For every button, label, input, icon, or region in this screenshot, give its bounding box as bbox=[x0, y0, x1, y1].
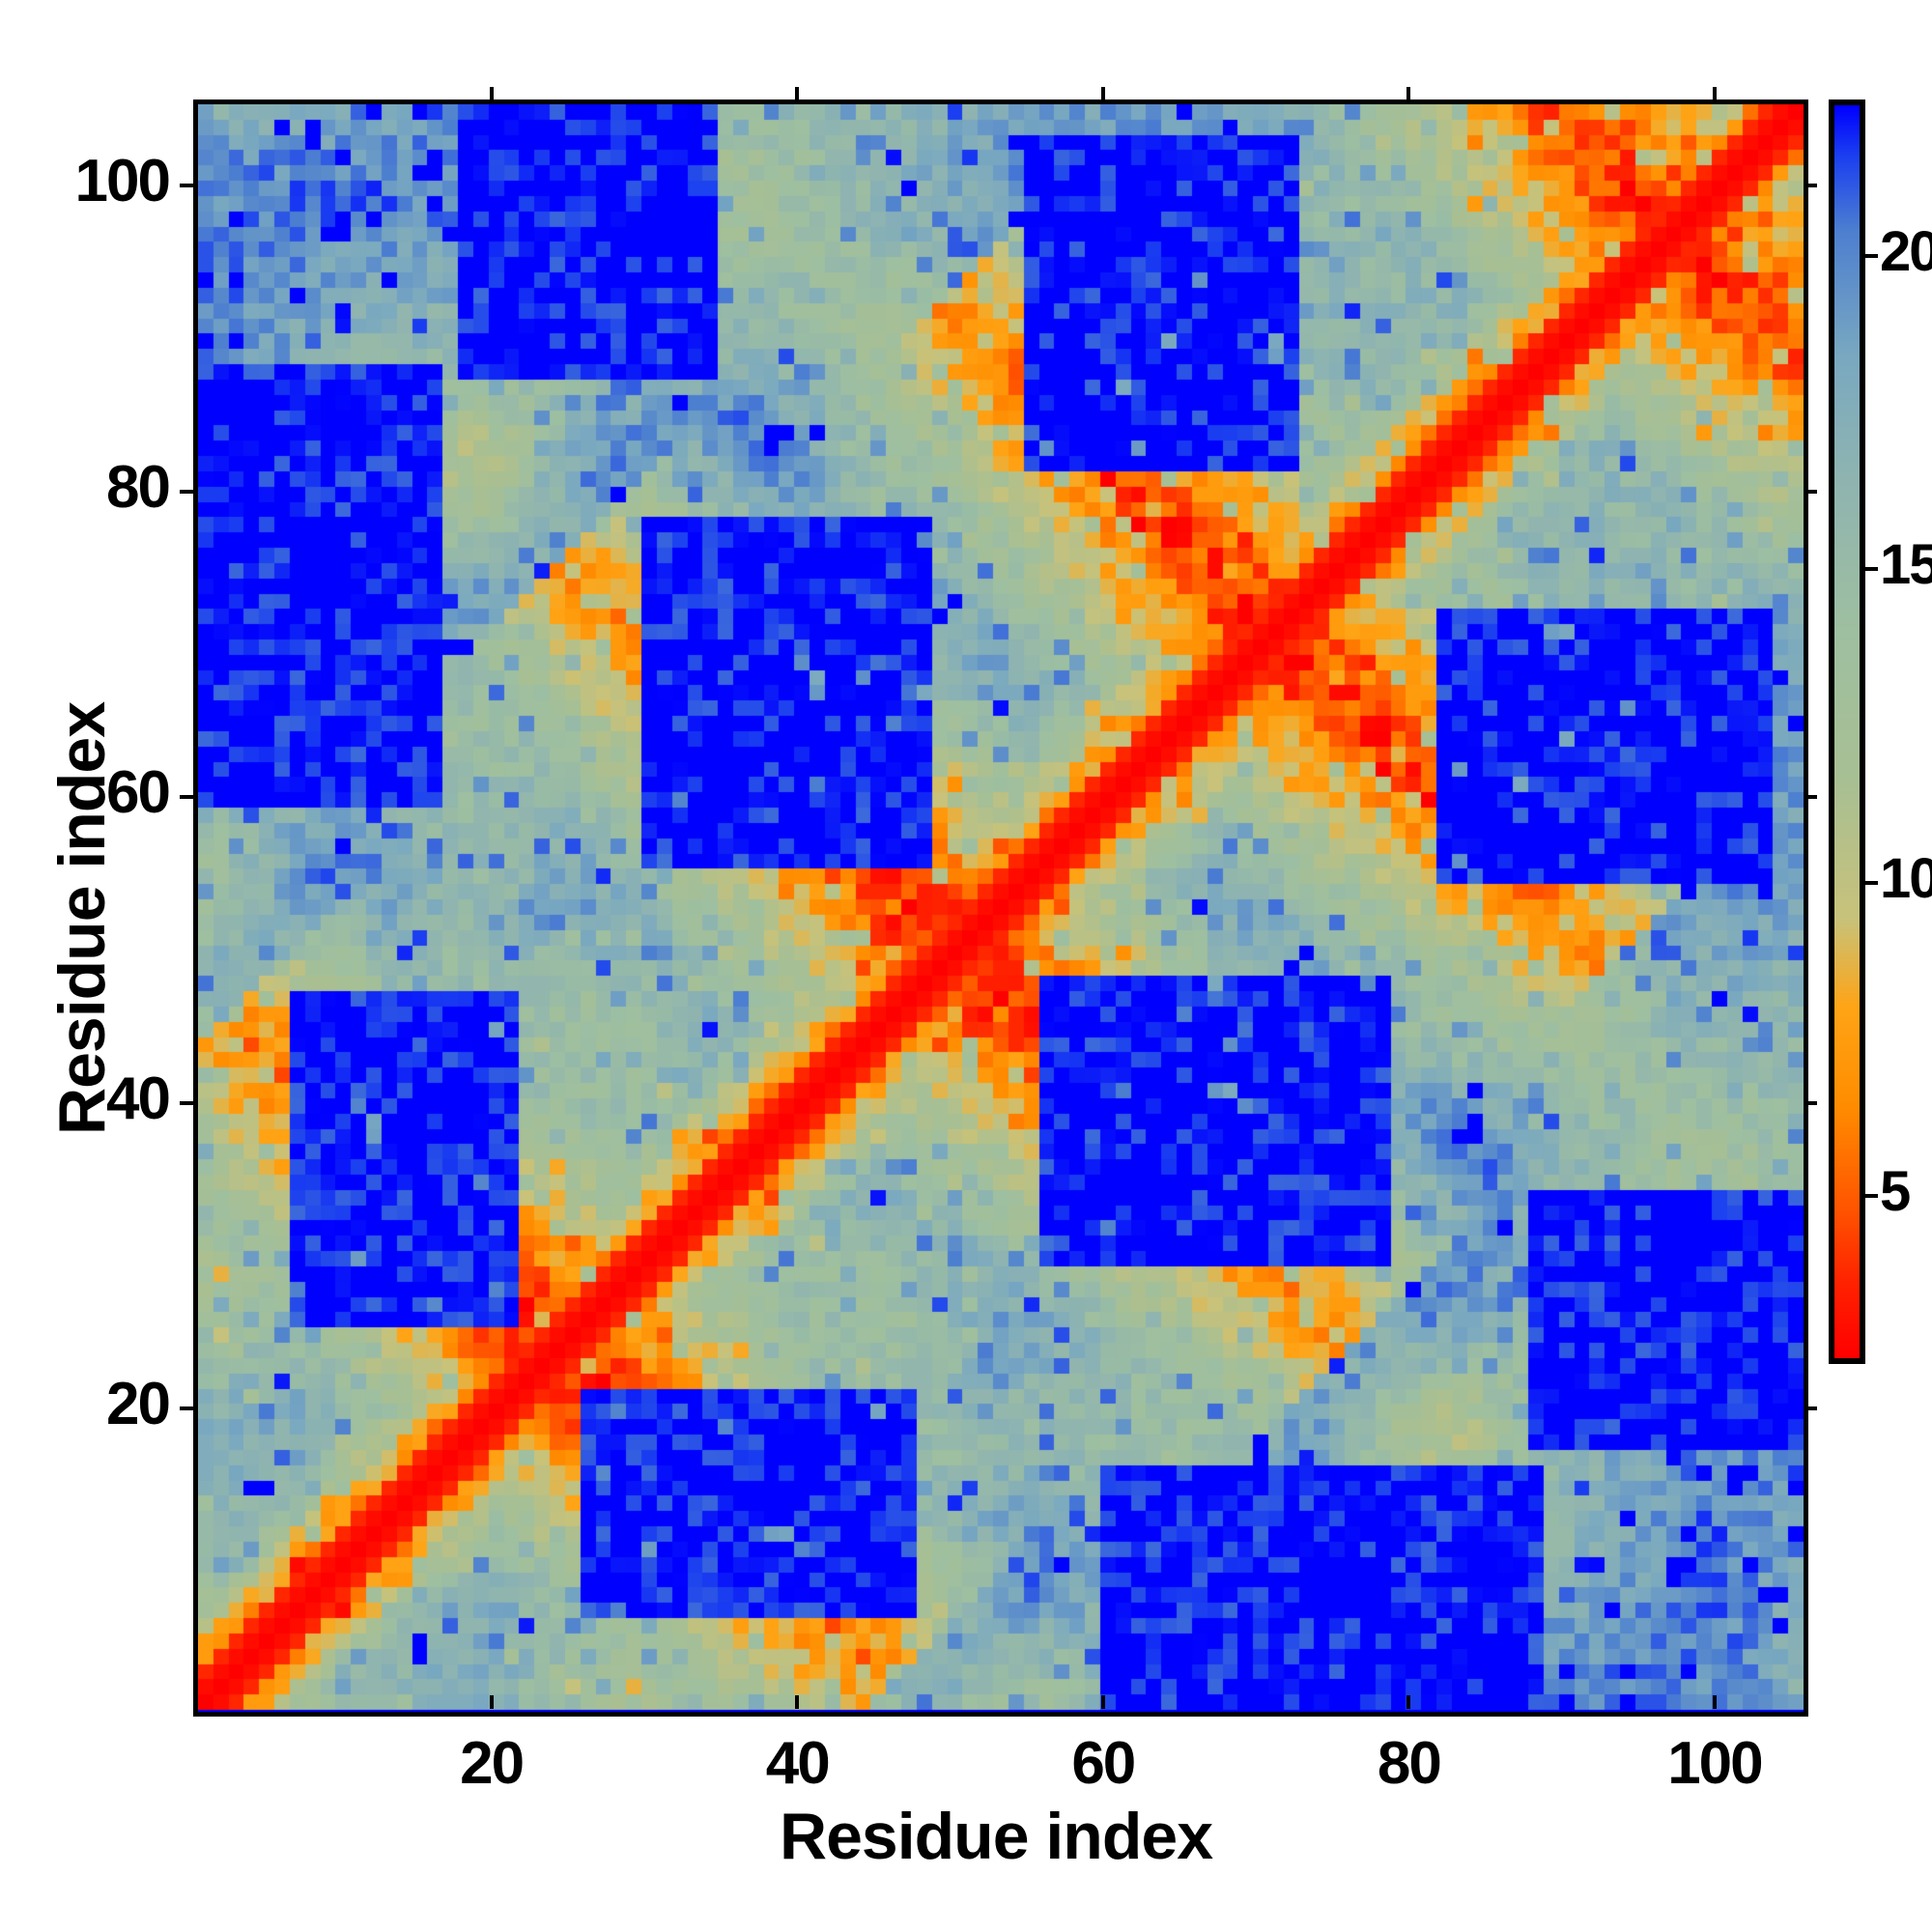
heatmap-canvas bbox=[198, 104, 1804, 1712]
y-tick-label: 40 bbox=[106, 1065, 171, 1132]
colorbar-tick-label: 15 bbox=[1880, 533, 1932, 597]
colorbar-tick-label: 5 bbox=[1880, 1159, 1911, 1223]
y-tick-mark-right bbox=[1804, 489, 1817, 494]
y-tick-label: 60 bbox=[106, 759, 171, 827]
y-tick-label: 80 bbox=[106, 453, 171, 521]
x-tick-label: 20 bbox=[460, 1730, 525, 1797]
x-tick-mark-top bbox=[489, 87, 494, 100]
colorbar-tick-mark bbox=[1865, 1193, 1878, 1198]
x-tick-label: 80 bbox=[1377, 1730, 1442, 1797]
y-tick-mark-right bbox=[1804, 795, 1817, 800]
y-tick-mark bbox=[180, 1100, 193, 1105]
y-tick-mark bbox=[180, 1406, 193, 1411]
heatmap-plot-area bbox=[193, 99, 1808, 1717]
y-tick-mark bbox=[180, 489, 193, 494]
x-tick-mark bbox=[1712, 1695, 1717, 1709]
y-tick-mark bbox=[180, 795, 193, 800]
colorbar-tick-label: 20 bbox=[1880, 220, 1932, 284]
y-tick-mark bbox=[180, 184, 193, 188]
x-tick-mark bbox=[1100, 1695, 1105, 1709]
y-tick-mark-right bbox=[1804, 1100, 1817, 1105]
colorbar-tick-mark bbox=[1865, 880, 1878, 885]
y-tick-mark-right bbox=[1804, 184, 1817, 188]
y-tick-mark-right bbox=[1804, 1406, 1817, 1411]
y-tick-label: 20 bbox=[106, 1371, 171, 1438]
colorbar-gradient bbox=[1829, 99, 1865, 1364]
y-axis-title: Residue index bbox=[45, 701, 119, 1136]
x-tick-mark-top bbox=[1712, 87, 1717, 100]
x-tick-label: 60 bbox=[1071, 1730, 1136, 1797]
x-tick-mark-top bbox=[795, 87, 800, 100]
x-tick-label: 100 bbox=[1667, 1730, 1763, 1797]
x-tick-label: 40 bbox=[765, 1730, 831, 1797]
x-tick-mark bbox=[1406, 1695, 1411, 1709]
y-tick-label: 100 bbox=[74, 148, 171, 215]
x-tick-mark bbox=[795, 1695, 800, 1709]
x-tick-mark-top bbox=[1406, 87, 1411, 100]
x-tick-mark-top bbox=[1100, 87, 1105, 100]
colorbar-tick-mark bbox=[1865, 254, 1878, 259]
colorbar bbox=[1829, 99, 1865, 1364]
colorbar-tick-mark bbox=[1865, 567, 1878, 572]
x-tick-mark bbox=[489, 1695, 494, 1709]
colorbar-tick-label: 10 bbox=[1880, 846, 1932, 910]
x-axis-title: Residue index bbox=[779, 1800, 1213, 1873]
